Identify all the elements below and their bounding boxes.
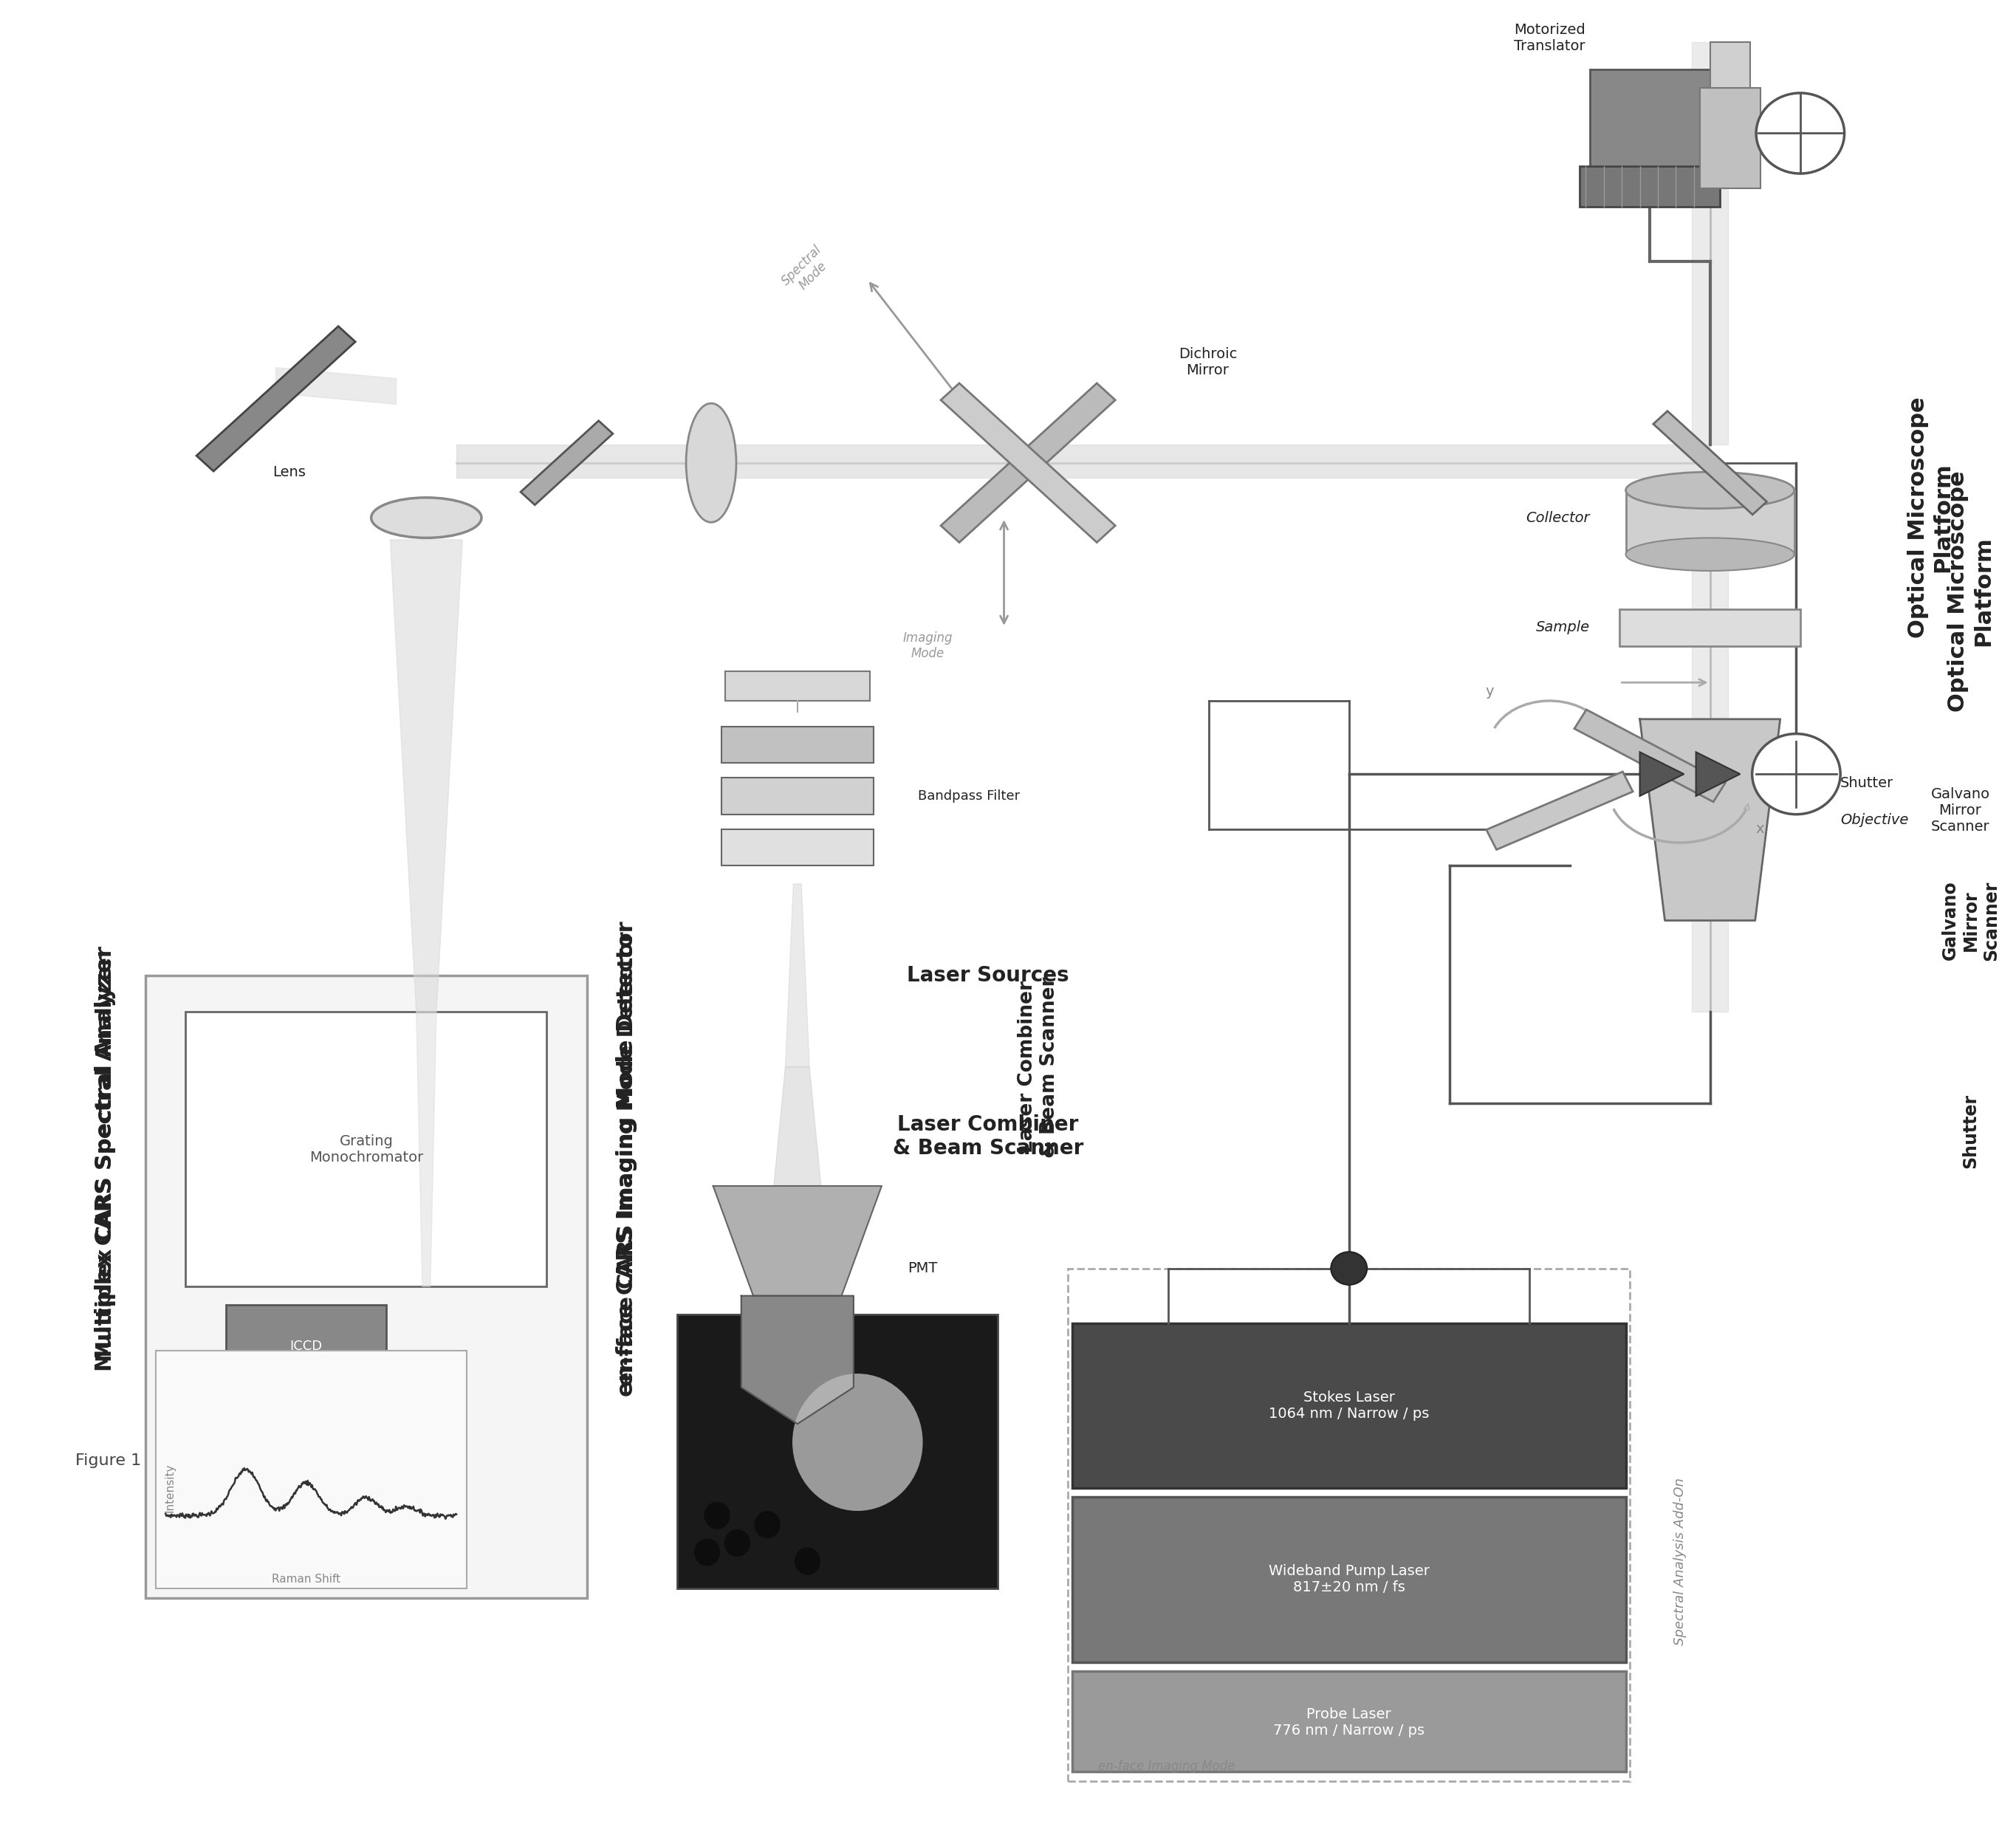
- Text: Galvano
Mirror
Scanner: Galvano Mirror Scanner: [1931, 788, 1990, 834]
- FancyBboxPatch shape: [185, 1013, 546, 1287]
- Circle shape: [1756, 94, 1845, 173]
- Ellipse shape: [694, 1539, 720, 1567]
- Polygon shape: [1639, 753, 1683, 795]
- Text: PMT: PMT: [907, 1261, 937, 1276]
- Ellipse shape: [792, 1373, 923, 1511]
- FancyBboxPatch shape: [722, 777, 873, 814]
- Polygon shape: [786, 884, 810, 1068]
- Text: Collector: Collector: [1526, 510, 1591, 525]
- Text: Sample: Sample: [1536, 620, 1591, 635]
- Polygon shape: [456, 444, 1710, 477]
- FancyBboxPatch shape: [226, 1305, 387, 1388]
- Text: Grating
Monochromator: Grating Monochromator: [308, 1134, 423, 1165]
- Polygon shape: [762, 1068, 833, 1314]
- Polygon shape: [1691, 42, 1728, 444]
- Text: ICCD: ICCD: [290, 1340, 323, 1353]
- Polygon shape: [196, 326, 355, 471]
- FancyBboxPatch shape: [677, 1314, 998, 1589]
- Polygon shape: [941, 383, 1115, 543]
- Text: Wideband Pump Laser
817±20 nm / fs: Wideband Pump Laser 817±20 nm / fs: [1268, 1565, 1429, 1594]
- Text: Optical Microscope
Platform: Optical Microscope Platform: [1947, 469, 1994, 712]
- Text: Lens: Lens: [272, 466, 306, 479]
- Polygon shape: [417, 1013, 435, 1287]
- Text: en-face Imaging Mode: en-face Imaging Mode: [1099, 1760, 1236, 1773]
- FancyBboxPatch shape: [1581, 166, 1720, 206]
- Text: Bandpass Filter: Bandpass Filter: [917, 790, 1020, 803]
- Circle shape: [1752, 735, 1841, 814]
- Text: Shutter: Shutter: [1962, 1094, 1980, 1169]
- FancyBboxPatch shape: [1625, 490, 1794, 554]
- FancyBboxPatch shape: [155, 1351, 466, 1589]
- FancyBboxPatch shape: [722, 727, 873, 762]
- Ellipse shape: [794, 1548, 821, 1576]
- FancyBboxPatch shape: [726, 672, 869, 701]
- Ellipse shape: [1625, 471, 1794, 508]
- Polygon shape: [941, 383, 1115, 543]
- FancyBboxPatch shape: [145, 976, 587, 1598]
- Polygon shape: [1639, 720, 1780, 920]
- Text: Spectral
Mode: Spectral Mode: [780, 243, 835, 298]
- Text: Objective: Objective: [1841, 812, 1909, 827]
- FancyBboxPatch shape: [1073, 1672, 1625, 1771]
- Text: y: y: [1486, 685, 1494, 700]
- FancyBboxPatch shape: [1073, 1497, 1625, 1662]
- Text: Laser Sources: Laser Sources: [907, 965, 1068, 985]
- Ellipse shape: [1625, 538, 1794, 571]
- Polygon shape: [520, 422, 613, 504]
- FancyBboxPatch shape: [1710, 42, 1750, 88]
- FancyBboxPatch shape: [1619, 609, 1800, 646]
- Text: Dichroic
Mirror: Dichroic Mirror: [1179, 346, 1238, 377]
- Polygon shape: [1695, 753, 1740, 795]
- FancyBboxPatch shape: [1591, 70, 1710, 169]
- Polygon shape: [1486, 771, 1633, 851]
- Text: x: x: [1756, 821, 1764, 836]
- Text: Shutter: Shutter: [1841, 777, 1893, 790]
- Text: Multiplex CARS Spectral Analyzer: Multiplex CARS Spectral Analyzer: [95, 946, 117, 1372]
- Text: Optical Microscope
Platform: Optical Microscope Platform: [1907, 398, 1954, 639]
- Text: Intensity: Intensity: [163, 1464, 175, 1513]
- Text: Raman Shift: Raman Shift: [272, 1574, 341, 1585]
- Ellipse shape: [685, 403, 736, 523]
- Polygon shape: [1653, 411, 1766, 515]
- Polygon shape: [276, 368, 397, 405]
- Text: Multiplex CARS Spectral Analyzer: Multiplex CARS Spectral Analyzer: [95, 955, 115, 1362]
- Ellipse shape: [704, 1502, 730, 1530]
- FancyBboxPatch shape: [1699, 88, 1760, 188]
- Text: Laser Combiner
& Beam Scanner: Laser Combiner & Beam Scanner: [1018, 976, 1058, 1158]
- Ellipse shape: [754, 1511, 780, 1539]
- Text: en-face CARS Imaging Mode Detector: en-face CARS Imaging Mode Detector: [617, 932, 637, 1386]
- Polygon shape: [391, 539, 462, 1013]
- Text: Figure 1: Figure 1: [75, 1453, 141, 1467]
- Circle shape: [1331, 1252, 1367, 1285]
- Text: Imaging
Mode: Imaging Mode: [903, 631, 954, 661]
- Text: Galvano
Mirror
Scanner: Galvano Mirror Scanner: [1941, 880, 2000, 961]
- Polygon shape: [1574, 709, 1726, 803]
- Text: Stokes Laser
1064 nm / Narrow / ps: Stokes Laser 1064 nm / Narrow / ps: [1268, 1390, 1429, 1421]
- FancyBboxPatch shape: [722, 828, 873, 865]
- Polygon shape: [714, 1186, 881, 1296]
- Text: Spectral Analysis Add-On: Spectral Analysis Add-On: [1673, 1478, 1687, 1646]
- Text: Probe Laser
776 nm / Narrow / ps: Probe Laser 776 nm / Narrow / ps: [1274, 1707, 1425, 1738]
- Polygon shape: [742, 1296, 853, 1423]
- Text: Laser Combiner
& Beam Scanner: Laser Combiner & Beam Scanner: [893, 1114, 1083, 1158]
- Ellipse shape: [371, 497, 482, 538]
- Text: Motorized
Translator: Motorized Translator: [1514, 22, 1585, 53]
- Ellipse shape: [724, 1530, 750, 1557]
- Polygon shape: [1691, 481, 1728, 1013]
- FancyBboxPatch shape: [1073, 1324, 1625, 1488]
- Text: en-face CARS Imaging Mode Detector: en-face CARS Imaging Mode Detector: [617, 920, 637, 1395]
